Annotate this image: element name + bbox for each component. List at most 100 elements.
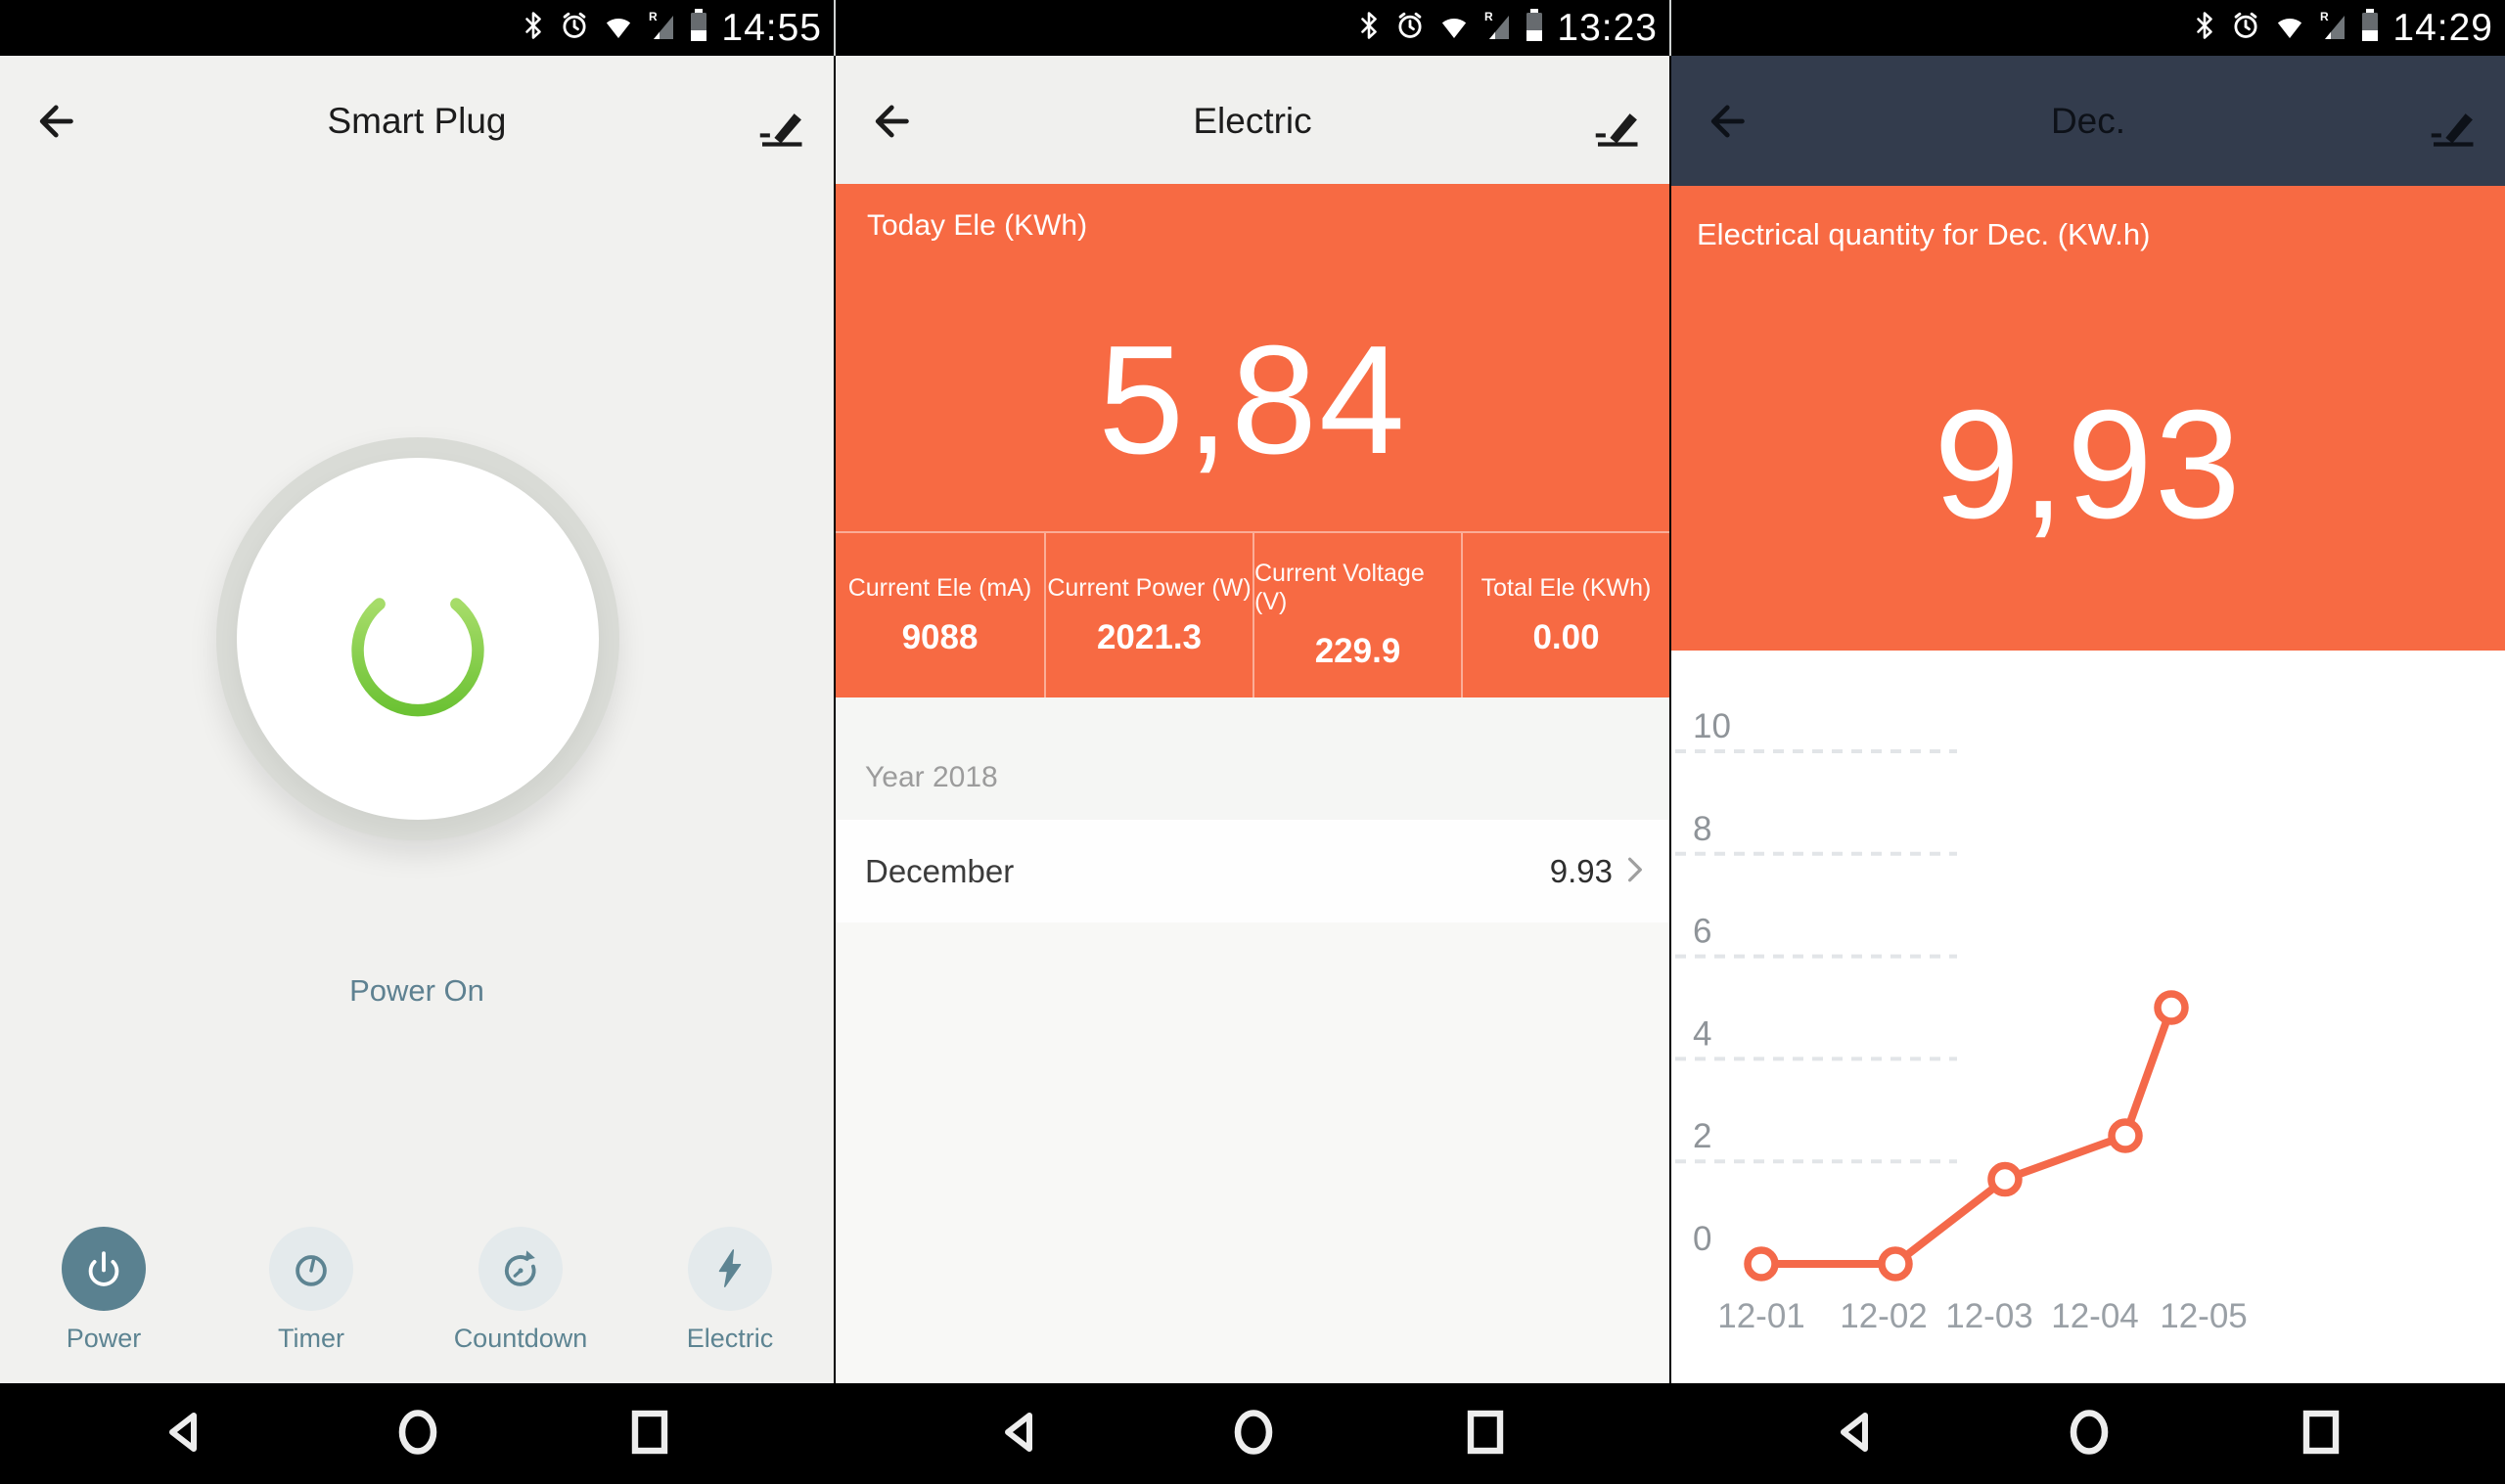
svg-text:R: R: [1484, 10, 1493, 23]
alarm-clock-icon: [559, 10, 590, 46]
month-usage-panel: Electrical quantity for Dec. (KW.h) 9,93: [1671, 186, 2505, 651]
svg-text:8: 8: [1693, 810, 1711, 848]
svg-text:12-05: 12-05: [2160, 1297, 2248, 1335]
electric-screen: Electric Today Ele (KWh) 5,84 Current El…: [836, 56, 1669, 1383]
status-bar: R 13:23: [836, 0, 1669, 56]
today-usage-value: 5,84: [1098, 314, 1407, 486]
electric-usage-chart: 0 2 4 6 8 10 12-01 12-02 12-03 12-04 12-05: [1671, 651, 2505, 1383]
app-bar: Smart Plug: [0, 56, 834, 186]
svg-text:12-01: 12-01: [1717, 1297, 1805, 1335]
screen-separator: [834, 0, 836, 56]
nav-back-icon[interactable]: [1834, 1409, 1881, 1456]
svg-text:6: 6: [1693, 913, 1711, 951]
svg-text:12-03: 12-03: [1945, 1297, 2033, 1335]
alarm-clock-icon: [1394, 10, 1426, 46]
timer-icon: [269, 1227, 353, 1311]
svg-text:12-02: 12-02: [1840, 1297, 1928, 1335]
edit-device-button[interactable]: [753, 95, 806, 148]
tab-timer[interactable]: Timer: [243, 1227, 380, 1354]
edit-device-button[interactable]: [1589, 95, 1642, 148]
bluetooth-icon: [2192, 9, 2217, 47]
app-bar: Dec.: [1671, 56, 2505, 186]
power-state-label: Power On: [349, 973, 484, 1008]
nav-home-icon[interactable]: [2066, 1409, 2113, 1456]
android-nav-bar: [0, 1383, 2505, 1484]
wifi-icon: [2274, 12, 2305, 45]
stat-total-ele: Total Ele (KWh) 0.00: [1461, 533, 1669, 697]
nav-home-icon[interactable]: [394, 1409, 441, 1456]
status-bar: R 14:29: [1671, 0, 2505, 56]
svg-text:10: 10: [1693, 707, 1731, 745]
clock-time: 14:29: [2392, 6, 2493, 49]
screen-separator: [1669, 0, 1671, 56]
bottom-tab-bar: Power Timer Countdown Electric: [0, 1227, 834, 1383]
svg-text:R: R: [649, 10, 658, 23]
bluetooth-icon: [521, 9, 546, 47]
back-button[interactable]: [863, 96, 914, 147]
nav-home-icon[interactable]: [1230, 1409, 1277, 1456]
battery-icon: [689, 8, 708, 48]
power-toggle-button[interactable]: [216, 437, 619, 840]
svg-text:4: 4: [1693, 1014, 1711, 1053]
month-detail-screen: Dec. Electrical quantity for Dec. (KW.h)…: [1671, 56, 2505, 1383]
cell-signal-roaming-icon: R: [2318, 10, 2347, 46]
live-stats-row: Current Ele (mA) 9088 Current Power (W) …: [836, 531, 1669, 697]
page-title: Dec.: [2050, 100, 2126, 141]
cell-signal-roaming-icon: R: [1482, 10, 1512, 46]
svg-text:2: 2: [1693, 1117, 1711, 1155]
clock-time: 14:55: [721, 6, 822, 49]
stat-current-power: Current Power (W) 2021.3: [1044, 533, 1252, 697]
smart-plug-screen: Smart Plug Power On: [0, 56, 834, 1383]
month-usage-value: 9,93: [1934, 379, 2243, 551]
android-nav-bar: [1671, 1383, 2505, 1484]
page-title: Smart Plug: [327, 100, 507, 141]
cell-signal-roaming-icon: R: [647, 10, 676, 46]
power-icon: [237, 458, 599, 820]
month-usage-label: Electrical quantity for Dec. (KW.h): [1697, 217, 2151, 251]
nav-back-icon[interactable]: [162, 1409, 209, 1456]
year-section-header: Year 2018: [836, 697, 1669, 820]
nav-back-icon[interactable]: [998, 1409, 1045, 1456]
back-button[interactable]: [27, 96, 78, 147]
stat-current-ele: Current Ele (mA) 9088: [847, 573, 1032, 656]
screen-separator: [834, 56, 836, 1383]
countdown-icon: [478, 1227, 563, 1311]
battery-icon: [1525, 8, 1544, 48]
wifi-icon: [1438, 12, 1470, 45]
wifi-icon: [603, 12, 634, 45]
lightning-bolt-icon: [688, 1227, 772, 1311]
status-bar: R 14:55: [0, 0, 834, 56]
android-nav-bar: [836, 1383, 1669, 1484]
android-nav-bar: [0, 1383, 834, 1484]
screen-separator: [1669, 56, 1671, 1383]
tab-power[interactable]: Power: [35, 1227, 172, 1354]
tab-countdown[interactable]: Countdown: [452, 1227, 589, 1354]
nav-recents-icon[interactable]: [1462, 1409, 1509, 1456]
month-row-december[interactable]: December 9.93: [836, 820, 1669, 922]
back-button[interactable]: [1699, 96, 1750, 147]
svg-text:12-04: 12-04: [2051, 1297, 2139, 1335]
tab-label: Timer: [278, 1324, 344, 1353]
nav-recents-icon[interactable]: [626, 1409, 673, 1456]
bluetooth-icon: [1356, 9, 1382, 47]
chevron-right-icon: [1626, 856, 1644, 886]
edit-device-button[interactable]: [2425, 95, 2478, 148]
tab-label: Electric: [686, 1324, 774, 1353]
tab-electric[interactable]: Electric: [661, 1227, 798, 1354]
today-usage-label: Today Ele (KWh): [867, 209, 1088, 242]
svg-text:R: R: [2320, 10, 2329, 23]
today-usage-panel: Today Ele (KWh) 5,84 Current Ele (mA) 90…: [836, 184, 1669, 697]
power-icon: [62, 1227, 146, 1311]
battery-icon: [2360, 8, 2380, 48]
app-bar: Electric: [836, 56, 1669, 186]
alarm-clock-icon: [2230, 10, 2261, 46]
stat-current-voltage: Current Voltage (V) 229.9: [1252, 533, 1461, 697]
tab-label: Countdown: [453, 1324, 588, 1353]
svg-text:0: 0: [1693, 1220, 1711, 1258]
clock-time: 13:23: [1557, 6, 1658, 49]
page-title: Electric: [1193, 100, 1312, 141]
nav-recents-icon[interactable]: [2298, 1409, 2345, 1456]
status-bar-background: [0, 0, 2505, 56]
tab-label: Power: [66, 1324, 142, 1353]
